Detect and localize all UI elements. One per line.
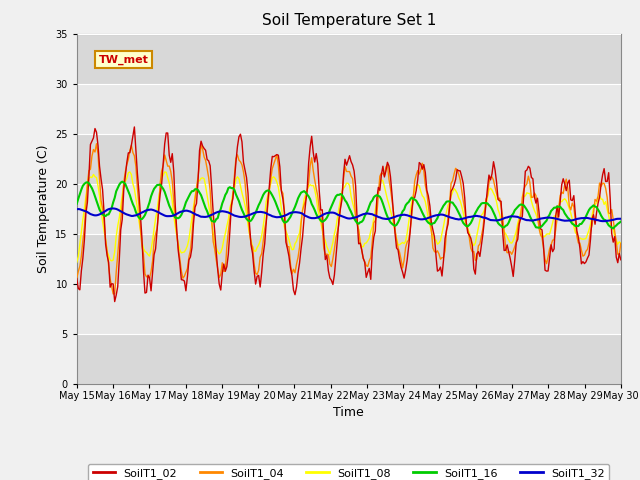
Bar [77,334,621,384]
Text: TW_met: TW_met [99,55,148,65]
Legend: SoilT1_02, SoilT1_04, SoilT1_08, SoilT1_16, SoilT1_32: SoilT1_02, SoilT1_04, SoilT1_08, SoilT1_… [88,464,609,480]
Bar [77,34,621,84]
Bar [77,234,621,284]
Bar [77,184,621,234]
Bar [77,84,621,134]
Bar [77,134,621,184]
X-axis label: Time: Time [333,407,364,420]
Bar [77,284,621,334]
Title: Soil Temperature Set 1: Soil Temperature Set 1 [262,13,436,28]
Y-axis label: Soil Temperature (C): Soil Temperature (C) [36,144,50,273]
